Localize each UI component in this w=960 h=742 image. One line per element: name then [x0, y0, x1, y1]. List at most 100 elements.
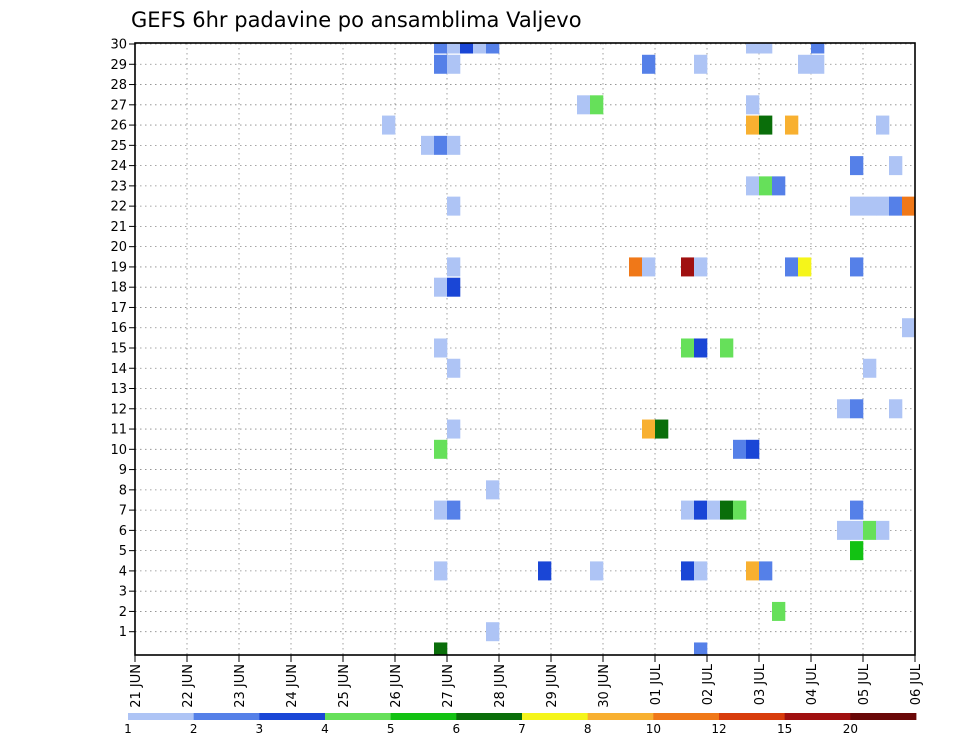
- heatmap-cell: [434, 135, 448, 155]
- heatmap-cell: [694, 338, 708, 358]
- heatmap-cell: [486, 480, 500, 500]
- x-tick-label: 06 JUL: [909, 663, 924, 705]
- heatmap-cell: [590, 561, 604, 581]
- heatmap-cell: [720, 500, 734, 520]
- heatmap-cell: [902, 196, 916, 216]
- heatmap-cell: [434, 54, 448, 74]
- heatmap-cell: [889, 399, 903, 419]
- heatmap-cell: [746, 95, 760, 115]
- heatmap-cell: [681, 500, 695, 520]
- colorbar-swatch: [850, 713, 917, 720]
- heatmap-cell: [694, 561, 708, 581]
- y-tick-label: 4: [119, 564, 127, 579]
- y-tick-label: 19: [110, 260, 127, 275]
- y-tick-label: 13: [110, 382, 127, 397]
- x-tick-label: 05 JUL: [857, 663, 872, 705]
- heatmap-cell: [876, 115, 890, 135]
- y-tick-label: 3: [119, 585, 127, 600]
- x-tick-label: 29 JUN: [545, 664, 560, 708]
- heatmap-cell: [447, 419, 461, 439]
- heatmap-cell: [590, 95, 604, 115]
- heatmap-cell: [382, 115, 396, 135]
- grid-lines: [134, 43, 916, 655]
- x-tick-label: 03 JUL: [753, 663, 768, 705]
- heatmap-cell: [889, 156, 903, 176]
- heatmap-cell: [460, 43, 474, 54]
- heatmap-cell: [785, 257, 799, 277]
- heatmap-cell: [694, 642, 708, 655]
- heatmap-cell: [694, 257, 708, 277]
- y-tick-label: 1: [119, 625, 127, 640]
- heatmap-cell: [447, 196, 461, 216]
- heatmap-cell: [733, 439, 747, 459]
- heatmap-cell: [538, 561, 552, 581]
- heatmap-cell: [681, 561, 695, 581]
- y-tick-label: 26: [110, 119, 127, 134]
- heatmap-cell: [902, 318, 916, 338]
- colorbar-swatch: [259, 713, 326, 720]
- heatmap-cell: [434, 500, 448, 520]
- colorbar-label: 12: [711, 722, 726, 736]
- heatmap-cell: [642, 257, 656, 277]
- x-axis-ticks: 21 JUN 22 JUN 23 JUN 24 JUN 25 JUN 26 JUN 27 J…: [129, 655, 924, 708]
- heatmap-cell: [447, 358, 461, 378]
- y-tick-label: 8: [119, 483, 127, 498]
- colorbar-label: 2: [190, 722, 198, 736]
- heatmap-cell: [447, 54, 461, 74]
- y-tick-label: 29: [110, 58, 127, 73]
- heatmap-cell: [850, 500, 864, 520]
- y-axis-ticks: 1234567891011121314151617181920212223242…: [110, 38, 135, 640]
- heatmap-cell: [863, 520, 877, 540]
- heatmap-cell: [772, 176, 786, 196]
- heatmap-cell: [850, 156, 864, 176]
- heatmap-cell: [577, 95, 591, 115]
- heatmap-cell: [681, 257, 695, 277]
- heatmap-cell: [837, 520, 851, 540]
- heatmap-cell: [434, 561, 448, 581]
- heatmap-cell: [434, 439, 448, 459]
- heatmap-cell: [746, 43, 760, 54]
- heatmap-cell: [785, 115, 799, 135]
- x-tick-label: 28 JUN: [493, 664, 508, 708]
- heatmap-cell: [707, 500, 721, 520]
- y-tick-label: 21: [110, 220, 127, 235]
- y-tick-label: 12: [110, 402, 127, 417]
- y-tick-label: 22: [110, 200, 127, 215]
- y-tick-label: 2: [119, 605, 127, 620]
- x-tick-label: 30 JUN: [597, 664, 612, 708]
- heatmap-cell: [759, 176, 773, 196]
- heatmap-cell: [850, 196, 864, 216]
- heatmap-cell: [876, 520, 890, 540]
- x-tick-label: 22 JUN: [181, 664, 196, 708]
- y-tick-label: 16: [110, 321, 127, 336]
- colorbar-swatch: [325, 713, 392, 720]
- y-tick-label: 18: [110, 281, 127, 296]
- y-tick-label: 5: [119, 544, 127, 559]
- colorbar-label: 7: [518, 722, 526, 736]
- colorbar-label: 15: [777, 722, 792, 736]
- heatmap-cell: [772, 601, 786, 621]
- heatmap-cell: [447, 277, 461, 297]
- y-tick-label: 9: [119, 463, 127, 478]
- colorbar-label: 6: [453, 722, 461, 736]
- x-tick-label: 27 JUN: [441, 664, 456, 708]
- colorbar-label: 1: [124, 722, 132, 736]
- colorbar-swatch: [390, 713, 457, 720]
- colorbar-swatch: [522, 713, 589, 720]
- heatmap-cell: [642, 54, 656, 74]
- x-tick-label: 04 JUL: [805, 663, 820, 705]
- heatmap-cell: [759, 561, 773, 581]
- colorbar-label: 8: [584, 722, 592, 736]
- y-tick-label: 17: [110, 301, 127, 316]
- colorbar-label: 5: [387, 722, 395, 736]
- heatmap-cell: [434, 277, 448, 297]
- x-tick-label: 26 JUN: [389, 664, 404, 708]
- y-tick-label: 10: [110, 443, 127, 458]
- heatmap-cell: [421, 135, 435, 155]
- chart-title: GEFS 6hr padavine po ansamblima Valjevo: [131, 8, 582, 32]
- y-tick-label: 11: [110, 423, 127, 438]
- heatmap-cell: [447, 135, 461, 155]
- heatmap-cell: [642, 419, 656, 439]
- y-tick-label: 25: [110, 139, 127, 154]
